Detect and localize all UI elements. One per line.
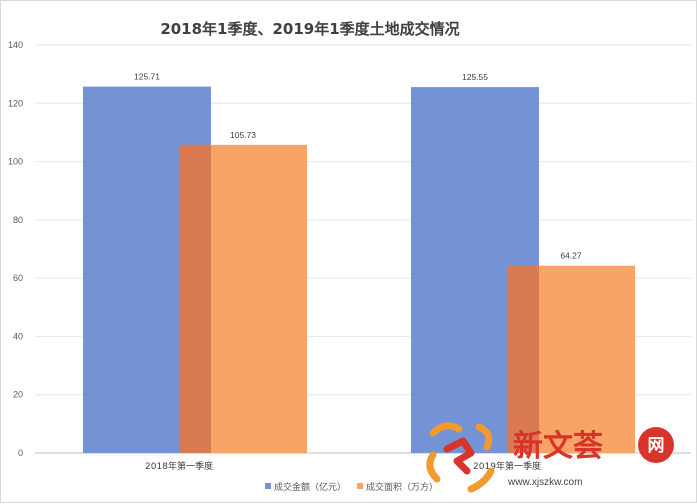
y-tick-label: 60 [13, 273, 23, 283]
bar-overlap [179, 144, 211, 454]
y-tick-label: 140 [8, 40, 23, 50]
bars [83, 86, 635, 454]
watermark-url: www.xjszkw.com [507, 477, 582, 488]
data-label: 105.73 [230, 130, 256, 140]
y-tick-label: 100 [8, 157, 23, 167]
y-tick-label: 80 [13, 215, 23, 225]
legend-swatch [265, 483, 271, 489]
watermark-circle-char: 网 [648, 436, 665, 456]
y-tick-label: 0 [18, 448, 23, 458]
watermark: 新文荟 网 www.xjszkw.com [426, 422, 674, 493]
data-label: 125.71 [134, 72, 160, 82]
x-axis-categories: 2018年第一季度 2019年第一季度 [145, 460, 541, 472]
x-category-label: 2018年第一季度 [145, 460, 213, 472]
legend: 成交金额（亿元） 成交面积（万方） [265, 481, 438, 493]
watermark-circle [638, 427, 674, 463]
y-tick-label: 120 [8, 98, 23, 108]
chart-title: 2018年1季度、2019年1季度土地成交情况 [160, 20, 459, 38]
data-labels: 125.71 105.73 125.55 64.27 [134, 72, 582, 261]
legend-label: 成交金额（亿元） [274, 481, 346, 493]
legend-swatch [357, 483, 363, 489]
watermark-logo-icon [426, 422, 495, 493]
y-tick-label: 40 [13, 331, 23, 341]
y-tick-label: 20 [13, 390, 23, 400]
watermark-text: 新文荟 [513, 429, 603, 464]
legend-label: 成交面积（万方） [366, 481, 438, 493]
y-axis-ticks: 0 20 40 60 80 100 120 140 [8, 40, 23, 458]
data-label: 64.27 [560, 251, 582, 261]
data-label: 125.55 [462, 72, 488, 82]
bar-overlap [507, 265, 539, 453]
